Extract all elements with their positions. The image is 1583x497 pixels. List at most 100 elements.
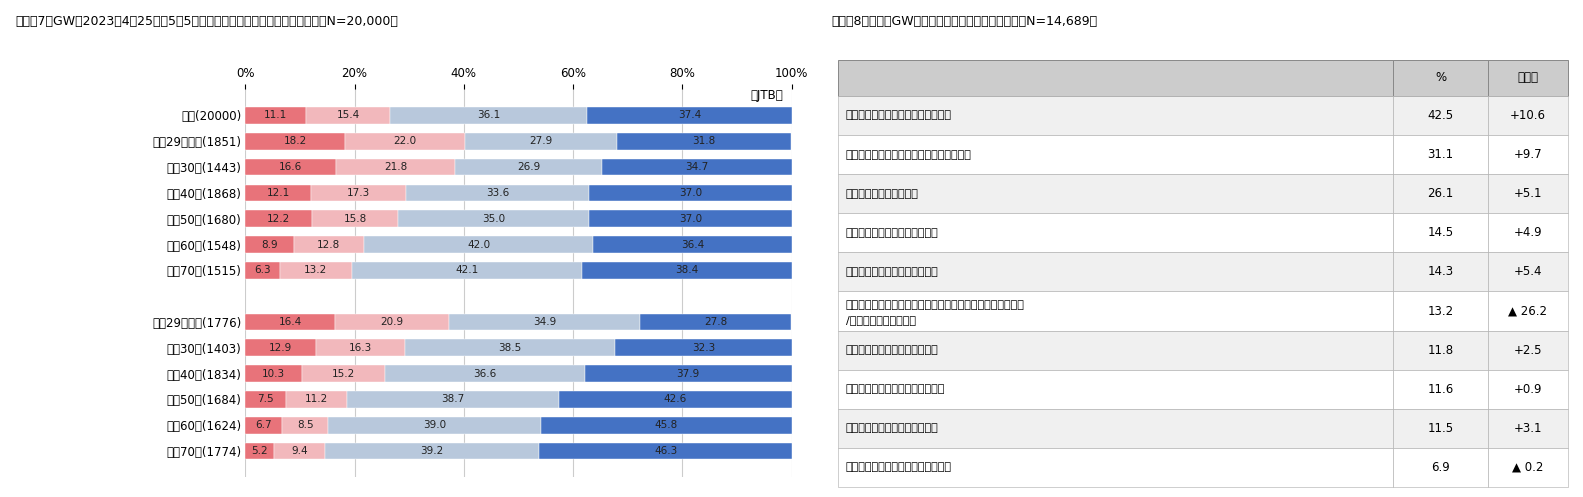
Text: ▲ 0.2: ▲ 0.2	[1512, 461, 1543, 474]
Text: 38.7: 38.7	[442, 395, 465, 405]
Bar	[454, 159, 602, 175]
Text: 10.3: 10.3	[261, 369, 285, 379]
Text: 27.9: 27.9	[529, 136, 552, 146]
Bar	[583, 262, 792, 279]
Text: 6.7: 6.7	[255, 420, 272, 430]
Bar	[589, 184, 792, 201]
Bar	[465, 133, 617, 150]
Text: 26.1: 26.1	[1428, 187, 1453, 200]
Text: 42.0: 42.0	[467, 240, 491, 249]
Text: 16.6: 16.6	[279, 162, 302, 172]
Text: 12.1: 12.1	[268, 188, 290, 198]
Bar	[1393, 291, 1488, 331]
Bar	[317, 339, 405, 356]
Bar	[348, 391, 559, 408]
Text: 46.3: 46.3	[654, 446, 678, 456]
Text: 仕事などで休暇が取れないから: 仕事などで休暇が取れないから	[845, 345, 939, 355]
Text: 26.9: 26.9	[518, 162, 540, 172]
Bar	[540, 443, 792, 460]
Bar	[1488, 60, 1567, 96]
Bar	[1488, 409, 1567, 448]
Bar	[839, 252, 1393, 291]
Text: 39.2: 39.2	[421, 446, 443, 456]
Text: 15.4: 15.4	[337, 110, 359, 120]
Text: （JTB）: （JTB）	[750, 89, 784, 102]
Bar	[839, 135, 1393, 174]
Text: 42.5: 42.5	[1428, 109, 1453, 122]
Text: 8.5: 8.5	[298, 420, 313, 430]
Bar	[1393, 448, 1488, 487]
Bar	[312, 210, 399, 227]
Text: ▲ 26.2: ▲ 26.2	[1509, 305, 1548, 318]
Bar	[245, 314, 336, 331]
Bar	[1393, 174, 1488, 213]
Bar	[336, 314, 450, 331]
Text: 45.8: 45.8	[655, 420, 678, 430]
Text: 38.5: 38.5	[499, 343, 521, 353]
Bar	[839, 174, 1393, 213]
Bar	[594, 236, 792, 253]
Text: 42.6: 42.6	[663, 395, 687, 405]
Bar	[245, 365, 302, 382]
Text: 31.1: 31.1	[1428, 148, 1453, 161]
Bar	[287, 391, 348, 408]
Text: 9.4: 9.4	[291, 446, 307, 456]
Text: 収入が減ったので支出を控える: 収入が減ったので支出を控える	[845, 228, 939, 238]
Text: +2.5: +2.5	[1513, 343, 1542, 357]
Text: +9.7: +9.7	[1513, 148, 1542, 161]
Text: 37.4: 37.4	[678, 110, 701, 120]
Bar	[280, 262, 351, 279]
Text: （図表7）GW（2023年4月25日～5月5日）の旅行意向（性年代別　単一回答　N=20,000）: （図表7）GW（2023年4月25日～5月5日）の旅行意向（性年代別 単一回答 …	[16, 15, 399, 28]
Text: 前年比: 前年比	[1518, 71, 1539, 84]
Text: 18.2: 18.2	[283, 136, 307, 146]
Bar	[294, 236, 364, 253]
Text: 特に旅行したい場所がないから: 特に旅行したい場所がないから	[845, 423, 939, 433]
Bar	[274, 443, 325, 460]
Bar	[839, 448, 1393, 487]
Text: なんとなく行く気にならないから: なんとなく行く気にならないから	[845, 384, 945, 394]
Text: 他の時期に旅行に出かけるから: 他の時期に旅行に出かけるから	[845, 267, 939, 277]
Text: 12.2: 12.2	[268, 214, 290, 224]
Bar	[584, 365, 792, 382]
Bar	[1488, 96, 1567, 135]
Bar	[839, 60, 1393, 96]
Bar	[306, 107, 389, 124]
Bar	[336, 159, 454, 175]
Bar	[351, 262, 583, 279]
Bar	[1488, 174, 1567, 213]
Text: 36.4: 36.4	[681, 240, 704, 249]
Text: 42.1: 42.1	[456, 265, 478, 275]
Text: 35.0: 35.0	[483, 214, 505, 224]
Bar	[1393, 213, 1488, 252]
Text: 11.1: 11.1	[264, 110, 287, 120]
Text: 39.0: 39.0	[423, 420, 446, 430]
Text: 15.8: 15.8	[344, 214, 367, 224]
Text: 11.6: 11.6	[1428, 383, 1453, 396]
Bar	[1393, 135, 1488, 174]
Bar	[450, 314, 640, 331]
Bar	[1488, 370, 1567, 409]
Bar	[405, 184, 589, 201]
Text: 17.3: 17.3	[347, 188, 370, 198]
Bar	[385, 365, 584, 382]
Text: 12.9: 12.9	[269, 343, 293, 353]
Bar	[245, 184, 312, 201]
Bar	[640, 314, 792, 331]
Text: 21.8: 21.8	[385, 162, 407, 172]
Text: 20.9: 20.9	[380, 317, 404, 327]
Bar	[1488, 213, 1567, 252]
Bar	[312, 184, 405, 201]
Text: 5.2: 5.2	[252, 446, 268, 456]
Text: 日曜・祝日が休みでない仕事なので: 日曜・祝日が休みでない仕事なので	[845, 463, 951, 473]
Bar	[245, 417, 282, 434]
Text: +10.6: +10.6	[1510, 109, 1547, 122]
Bar	[405, 339, 616, 356]
Text: 7.5: 7.5	[258, 395, 274, 405]
Bar	[364, 236, 594, 253]
Bar	[399, 210, 589, 227]
Text: 32.3: 32.3	[692, 343, 716, 353]
Bar	[1393, 370, 1488, 409]
Bar	[1393, 252, 1488, 291]
Bar	[839, 370, 1393, 409]
Bar	[616, 339, 792, 356]
